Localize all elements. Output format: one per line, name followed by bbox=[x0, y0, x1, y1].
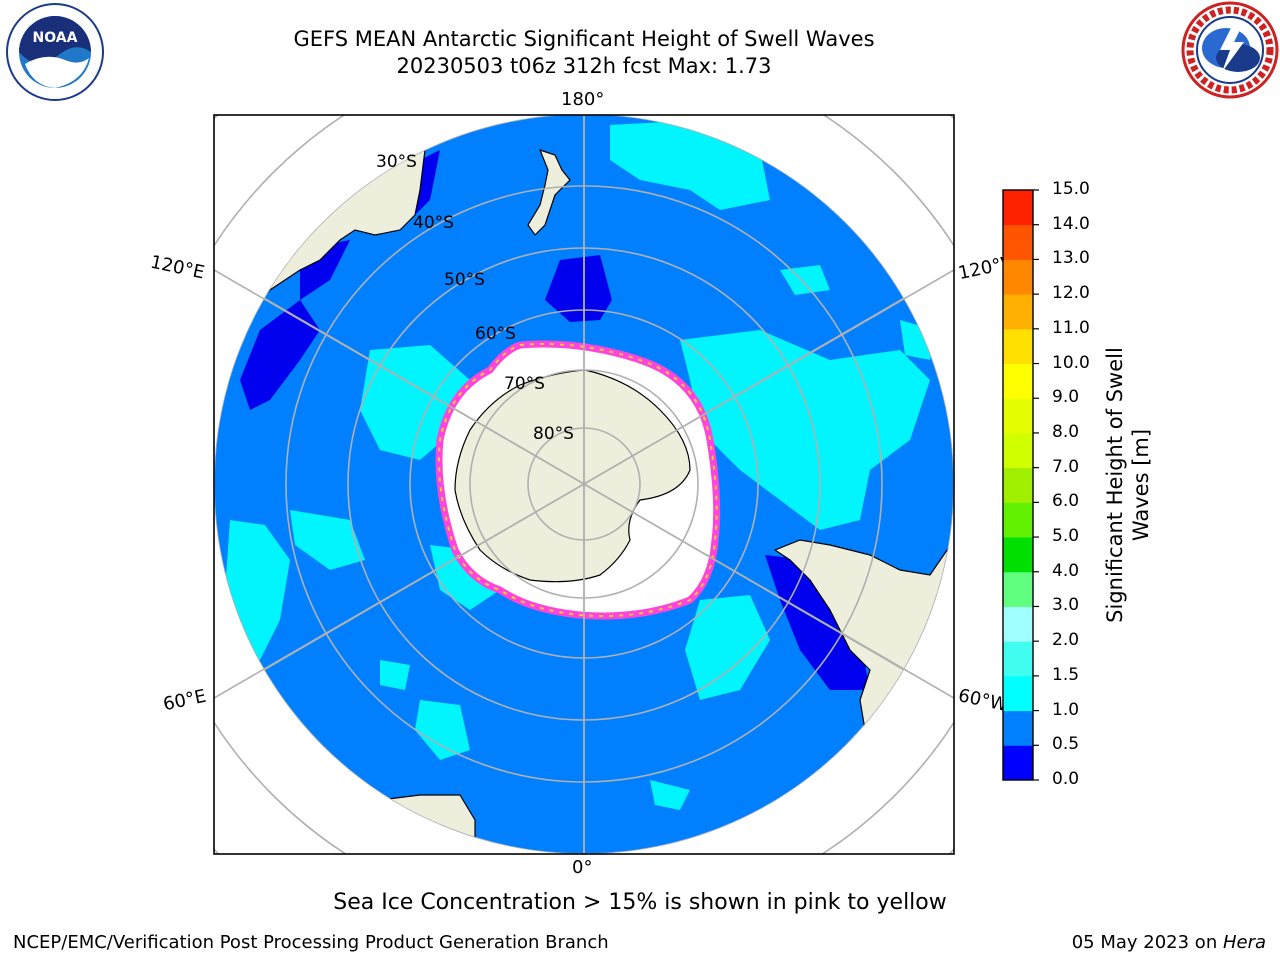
lon-label-0: 0° bbox=[572, 857, 593, 878]
lat-label-40s: 40°S bbox=[413, 213, 454, 233]
footer-machine: Hera bbox=[1222, 932, 1266, 953]
colorbar-tick-label: 4.0 bbox=[1052, 560, 1080, 581]
lon-label-180: 180° bbox=[561, 89, 605, 110]
lat-label-30s: 30°S bbox=[376, 152, 417, 172]
swell-0-to-0.5m bbox=[240, 150, 870, 690]
colorbar-tick-label: 1.5 bbox=[1052, 664, 1080, 685]
colorbar-segment bbox=[1003, 710, 1033, 746]
colorbar-segment bbox=[1003, 537, 1033, 573]
colorbar-segment bbox=[1003, 432, 1033, 469]
colorbar-tick-label: 9.0 bbox=[1052, 387, 1080, 408]
colorbar-segment bbox=[1003, 467, 1033, 503]
colorbar-frame bbox=[1002, 189, 1034, 781]
colorbar-tick-label: 10.0 bbox=[1052, 352, 1090, 373]
colorbar-tick-label: 13.0 bbox=[1052, 248, 1090, 269]
colorbar-tick-label: 2.0 bbox=[1052, 630, 1080, 651]
colorbar-tick-label: 6.0 bbox=[1052, 491, 1080, 512]
colorbar-segment bbox=[1003, 641, 1033, 677]
colorbar-segment bbox=[1003, 294, 1033, 330]
colorbar-segment bbox=[1003, 398, 1033, 434]
colorbar-segment bbox=[1003, 606, 1033, 642]
colorbar-segment bbox=[1003, 259, 1033, 295]
noaa-logo: NOAA bbox=[6, 3, 104, 101]
colorbar-tick-label: 3.0 bbox=[1052, 595, 1080, 616]
noaa-logo-text: NOAA bbox=[33, 30, 78, 46]
lat-label-70s: 70°S bbox=[504, 374, 545, 394]
colorbar-tick-label: 14.0 bbox=[1052, 213, 1090, 234]
swell-1-to-1.5m bbox=[225, 120, 935, 810]
map-subtitle: 20230503 t06z 312h fcst Max: 1.73 bbox=[396, 54, 772, 78]
footer-date-text: 05 May 2023 on bbox=[1071, 932, 1223, 953]
colorbar-tick-label: 0.0 bbox=[1052, 769, 1080, 789]
footer-date: 05 May 2023 on Hera bbox=[1072, 932, 1266, 953]
colorbar-segment bbox=[1003, 571, 1033, 607]
colorbar-tick-label: 1.0 bbox=[1052, 699, 1080, 720]
map-title: GEFS MEAN Antarctic Significant Height o… bbox=[293, 27, 875, 51]
colorbar-segment bbox=[1003, 363, 1033, 399]
lat-label-60s: 60°S bbox=[475, 324, 516, 344]
colorbar-label: Significant Height of Swell Waves [m] bbox=[1103, 347, 1153, 623]
lat-label-80s: 80°S bbox=[533, 424, 574, 444]
colorbar-segment bbox=[1003, 190, 1033, 226]
footer-branch: NCEP/EMC/Verification Post Processing Pr… bbox=[13, 932, 609, 953]
colorbar-segment bbox=[1003, 224, 1033, 260]
sea-ice-caption: Sea Ice Concentration > 15% is shown in … bbox=[333, 890, 947, 915]
colorbar-tick-label: 11.0 bbox=[1052, 317, 1090, 338]
colorbar-segment bbox=[1003, 745, 1033, 781]
map-frame bbox=[213, 114, 955, 855]
colorbar-tick-label: 8.0 bbox=[1052, 421, 1080, 442]
colorbar-tick-label: 7.0 bbox=[1052, 456, 1080, 477]
colorbar-tick-label: 12.0 bbox=[1052, 283, 1090, 304]
lat-label-50s: 50°S bbox=[444, 270, 485, 290]
colorbar-tick-label: 15.0 bbox=[1052, 179, 1090, 199]
colorbar-segment bbox=[1003, 328, 1033, 365]
colorbar-segment bbox=[1003, 675, 1033, 712]
colorbar-segment bbox=[1003, 502, 1033, 538]
nws-logo bbox=[1181, 1, 1279, 99]
colorbar-tick-label: 5.0 bbox=[1052, 526, 1080, 547]
colorbar-tick-label: 0.5 bbox=[1052, 734, 1080, 755]
